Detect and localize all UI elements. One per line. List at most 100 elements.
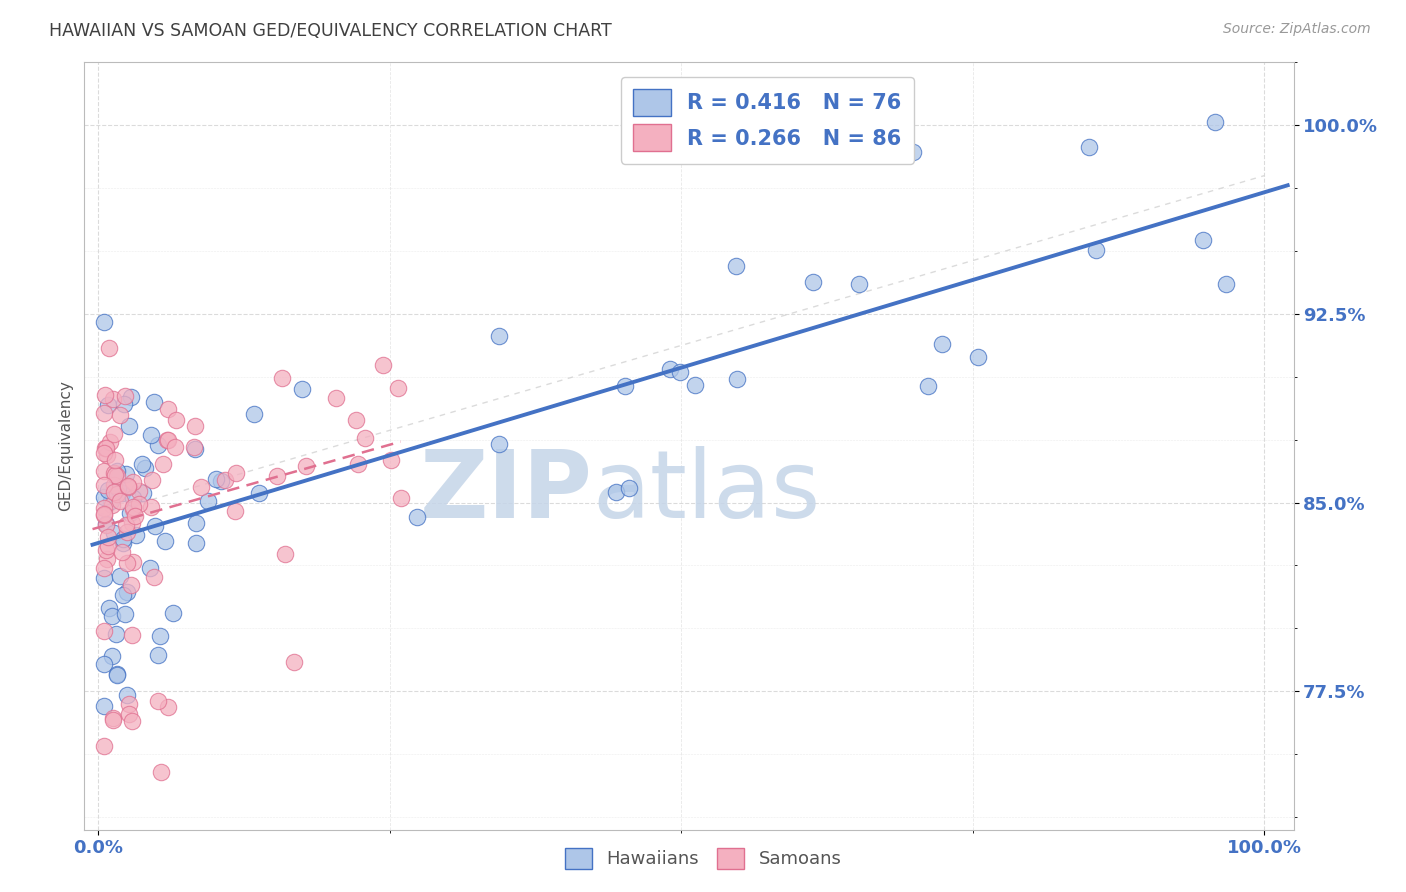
Point xyxy=(118,697,141,711)
Point xyxy=(1077,139,1099,153)
Point xyxy=(94,441,117,455)
Point xyxy=(156,401,179,416)
Point xyxy=(156,433,179,447)
Point xyxy=(141,500,163,515)
Point xyxy=(93,406,115,420)
Point xyxy=(105,463,128,477)
Point xyxy=(105,668,128,682)
Point xyxy=(165,440,187,454)
Point xyxy=(727,372,749,386)
Point xyxy=(100,609,122,624)
Point xyxy=(96,517,118,532)
Point xyxy=(344,413,367,427)
Point xyxy=(353,431,375,445)
Point xyxy=(111,545,134,559)
Point xyxy=(117,480,139,494)
Y-axis label: GED/Equivalency: GED/Equivalency xyxy=(58,381,73,511)
Point xyxy=(111,536,134,550)
Legend: Hawaiians, Samoans: Hawaiians, Samoans xyxy=(557,840,849,876)
Point xyxy=(101,713,124,727)
Point xyxy=(183,440,205,454)
Point xyxy=(115,518,138,533)
Point xyxy=(488,329,510,343)
Point xyxy=(115,524,138,539)
Point xyxy=(149,765,172,780)
Point xyxy=(488,437,510,451)
Point xyxy=(122,491,145,506)
Point xyxy=(142,395,165,409)
Text: ZIP: ZIP xyxy=(419,446,592,538)
Point xyxy=(103,427,125,442)
Point xyxy=(111,486,134,500)
Point xyxy=(96,542,118,557)
Point xyxy=(112,397,135,411)
Point xyxy=(105,487,128,501)
Point xyxy=(103,478,125,492)
Point xyxy=(103,467,125,481)
Point xyxy=(295,459,318,474)
Point xyxy=(105,667,128,681)
Point xyxy=(93,624,115,638)
Point xyxy=(613,379,636,393)
Point xyxy=(139,428,162,442)
Point xyxy=(146,694,169,708)
Point xyxy=(110,408,132,422)
Point xyxy=(121,628,143,642)
Point xyxy=(93,315,115,329)
Point xyxy=(111,588,134,602)
Point xyxy=(103,485,125,500)
Point xyxy=(209,474,232,488)
Point xyxy=(93,657,115,671)
Point xyxy=(107,481,129,495)
Point xyxy=(1215,277,1237,291)
Point xyxy=(186,535,208,549)
Point xyxy=(139,561,162,575)
Point xyxy=(224,503,246,517)
Point xyxy=(115,689,138,703)
Point xyxy=(100,494,122,508)
Point xyxy=(117,706,139,721)
Point xyxy=(97,539,120,553)
Point xyxy=(93,561,115,575)
Point xyxy=(283,655,305,669)
Point xyxy=(103,711,125,725)
Point xyxy=(120,390,142,404)
Point xyxy=(184,418,207,433)
Point xyxy=(848,277,870,291)
Point xyxy=(96,442,118,456)
Point xyxy=(125,528,148,542)
Point xyxy=(152,457,174,471)
Point xyxy=(901,145,924,160)
Point xyxy=(121,714,143,728)
Point xyxy=(97,483,120,497)
Point xyxy=(1192,233,1215,247)
Point xyxy=(114,390,136,404)
Point xyxy=(273,547,295,561)
Point xyxy=(146,648,169,662)
Point xyxy=(291,382,314,396)
Point xyxy=(214,473,236,487)
Point xyxy=(120,578,142,592)
Point xyxy=(117,478,139,492)
Point xyxy=(162,606,184,620)
Point xyxy=(115,467,138,481)
Point xyxy=(93,739,115,754)
Point xyxy=(128,497,150,511)
Point xyxy=(93,490,115,504)
Point xyxy=(121,475,143,490)
Point xyxy=(132,486,155,500)
Point xyxy=(134,460,156,475)
Point xyxy=(93,478,115,492)
Point xyxy=(658,362,681,376)
Point xyxy=(101,392,124,407)
Point xyxy=(190,480,212,494)
Point xyxy=(101,498,124,512)
Point xyxy=(96,552,118,566)
Point xyxy=(93,699,115,714)
Point xyxy=(143,570,166,584)
Point xyxy=(93,507,115,521)
Point xyxy=(131,457,153,471)
Point xyxy=(104,453,127,467)
Point xyxy=(100,435,122,450)
Point xyxy=(108,569,131,583)
